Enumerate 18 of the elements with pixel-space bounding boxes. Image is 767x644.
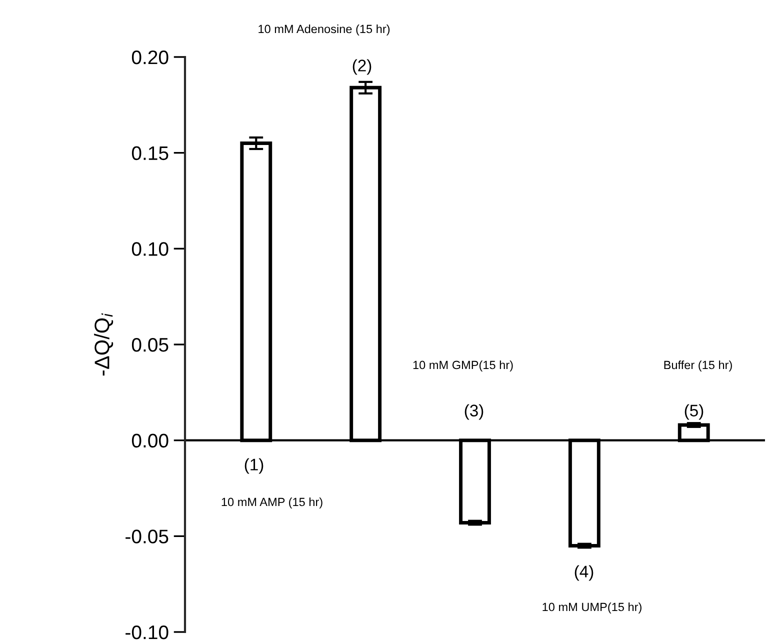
y-tick-label: -0.10: [126, 625, 168, 640]
annotation: (1): [244, 458, 264, 474]
y-tick-label: -0.05: [126, 530, 168, 544]
annotation: 10 mM GMP(15 hr): [413, 360, 513, 372]
annotation: (4): [574, 565, 594, 581]
y-tick-label: 0.15: [132, 146, 168, 160]
y-tick-label: 0.20: [132, 50, 168, 64]
y-tick-label: 0.10: [132, 242, 168, 256]
y-tick-label: 0.00: [132, 434, 168, 448]
annotation: 10 mM AMP (15 hr): [222, 497, 322, 508]
y-tick-label: 0.05: [132, 338, 168, 352]
y-axis-title: -ΔQ/Q$_{i}$: [94, 313, 114, 376]
annotation: (5): [684, 404, 704, 420]
text: 10 mM Adenosine (15 hr): [258, 24, 390, 36]
annotation: (2): [352, 59, 372, 75]
annotation: (3): [464, 404, 484, 420]
annotation: 10 mM UMP(15 hr): [542, 602, 642, 614]
annotation: Buffer (15 hr): [664, 360, 732, 372]
